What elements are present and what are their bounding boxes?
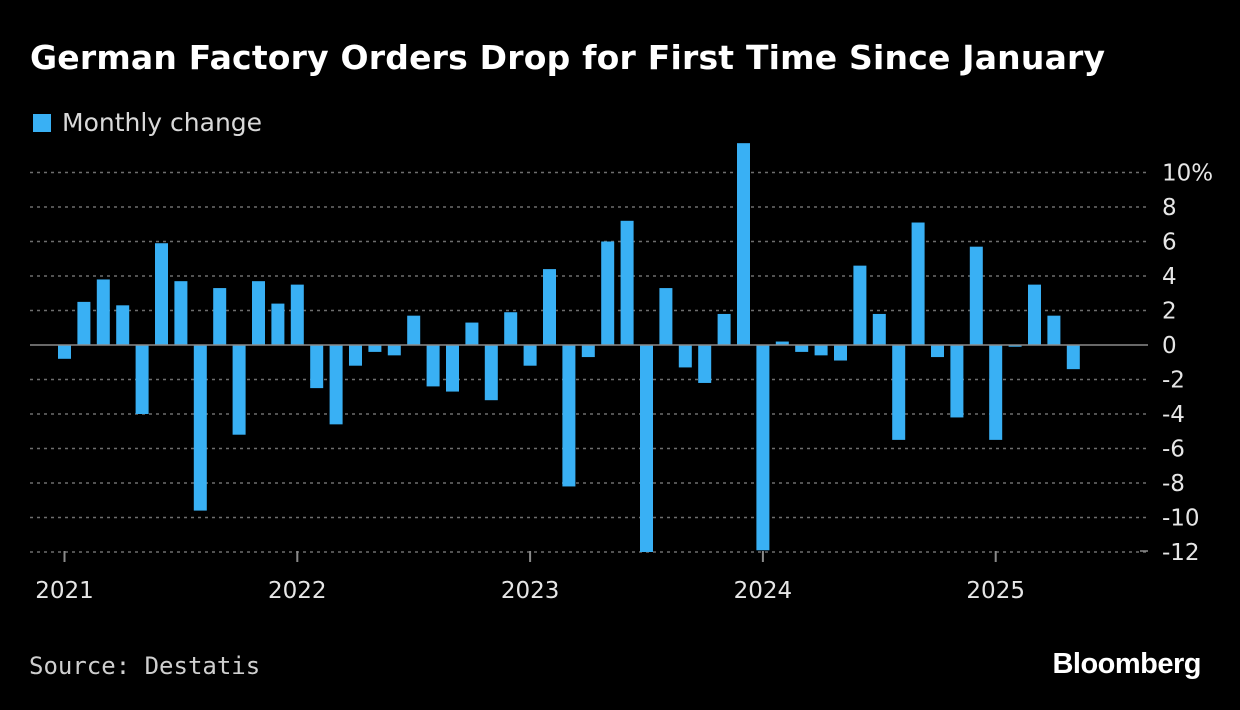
bar [562, 345, 576, 487]
bar [232, 345, 246, 435]
bar [116, 305, 130, 345]
bar [387, 345, 401, 356]
bar [620, 220, 634, 345]
bar [349, 345, 362, 366]
bar [717, 313, 731, 345]
bar [174, 281, 188, 345]
y-tick-label: -8 [1162, 471, 1185, 497]
y-tick-label: -10 [1162, 506, 1200, 532]
bar [737, 143, 750, 345]
bar [77, 301, 91, 345]
legend: Monthly change [33, 108, 262, 137]
bar [426, 345, 440, 387]
bar [581, 345, 595, 358]
bar [969, 246, 983, 345]
bar [504, 312, 518, 345]
bar [834, 345, 847, 361]
bar [329, 345, 343, 425]
bar [698, 345, 712, 383]
bar [155, 243, 168, 345]
x-tick-label: 2023 [501, 578, 560, 604]
bar [252, 281, 265, 345]
bar [193, 345, 207, 511]
bar [310, 345, 324, 389]
bar [58, 345, 71, 359]
y-tick-label: 2 [1162, 299, 1177, 325]
y-tick-label: -4 [1162, 402, 1185, 428]
x-tick-label: 2021 [35, 578, 94, 604]
chart-title: German Factory Orders Drop for First Tim… [30, 38, 1106, 77]
bar [96, 279, 110, 345]
bar [756, 345, 770, 551]
x-tick-label: 2025 [966, 578, 1025, 604]
bar [775, 341, 789, 345]
bar [659, 288, 673, 345]
bar [950, 345, 964, 418]
legend-swatch [33, 113, 51, 132]
bar [911, 222, 925, 345]
bar [465, 322, 479, 345]
bar [271, 303, 285, 345]
y-tick-label: -6 [1162, 437, 1185, 463]
y-tick-label: 10% [1162, 161, 1213, 187]
bar [814, 345, 828, 356]
bar [892, 345, 906, 440]
bar [931, 345, 944, 358]
legend-label: Monthly change [62, 108, 263, 137]
bar [407, 315, 421, 345]
bar [795, 345, 809, 352]
bar [678, 345, 692, 368]
bar [446, 345, 459, 392]
bar [1047, 315, 1061, 345]
bar [523, 345, 537, 366]
bar [213, 288, 227, 345]
bloomberg-logo: Bloomberg [1052, 648, 1201, 680]
bar [1028, 284, 1041, 345]
y-tick-label: 0 [1162, 333, 1177, 359]
y-tick-label: 8 [1162, 195, 1177, 221]
bar [484, 345, 498, 401]
y-tick-label: -2 [1162, 368, 1185, 394]
bar [601, 241, 615, 345]
bar [872, 313, 886, 345]
bar [543, 269, 556, 345]
x-tick-label: 2022 [268, 578, 327, 604]
y-tick-label: 6 [1162, 230, 1177, 256]
y-tick-label: -12 [1162, 540, 1200, 566]
bar [1066, 345, 1080, 370]
bar [290, 284, 304, 345]
bar [989, 345, 1003, 440]
bar [640, 345, 653, 552]
bar [135, 345, 149, 414]
y-tick-label: 4 [1162, 264, 1177, 290]
source-note: Source: Destatis [29, 652, 261, 680]
bar [1008, 345, 1022, 347]
bar [853, 265, 867, 345]
bar [368, 345, 382, 352]
x-tick-label: 2024 [734, 578, 793, 604]
